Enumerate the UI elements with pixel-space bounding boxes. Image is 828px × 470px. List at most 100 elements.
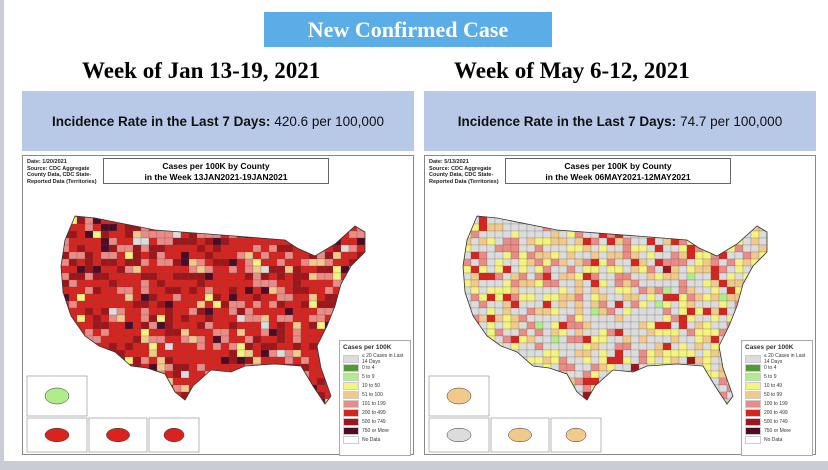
county: [695, 406, 703, 413]
week-heading: Week of May 6-12, 2021: [454, 58, 690, 83]
legend-swatch: [745, 363, 761, 372]
county: [236, 216, 246, 225]
county: [694, 237, 704, 246]
county: [542, 244, 552, 253]
county: [478, 349, 488, 358]
county: [702, 216, 712, 218]
county: [172, 370, 182, 379]
county: [276, 307, 286, 316]
county: [535, 406, 543, 413]
county: [518, 307, 528, 316]
county: [308, 321, 318, 330]
county: [710, 286, 720, 295]
county: [710, 370, 720, 379]
county: [205, 196, 213, 203]
county: [221, 406, 229, 413]
county: [324, 293, 334, 302]
county: [124, 328, 134, 337]
county: [598, 230, 608, 239]
county: [470, 279, 480, 288]
county: [164, 307, 174, 316]
county: [156, 265, 166, 274]
county: [558, 377, 568, 386]
county: [622, 314, 632, 323]
county: [196, 293, 206, 302]
county: [662, 342, 672, 351]
inset-guam: [428, 375, 490, 417]
county: [364, 293, 365, 302]
county: [188, 265, 198, 274]
county: [758, 279, 767, 288]
county: [284, 370, 294, 379]
county: [261, 196, 269, 203]
county: [510, 216, 520, 225]
county: [510, 258, 520, 267]
county: [196, 216, 206, 218]
county: [260, 335, 270, 344]
legend-label: 101 to 199: [362, 400, 386, 407]
county: [518, 328, 528, 337]
county: [188, 342, 198, 351]
county: [109, 196, 117, 203]
county: [463, 342, 472, 351]
county: [590, 244, 600, 253]
county: [148, 398, 158, 404]
county: [766, 307, 767, 316]
county: [686, 216, 696, 225]
county: [534, 237, 544, 246]
county: [654, 377, 664, 386]
county: [92, 398, 102, 404]
county: [132, 307, 142, 316]
county: [277, 203, 285, 210]
legend-swatch: [745, 435, 761, 444]
county: [510, 300, 520, 309]
county: [252, 279, 262, 288]
county: [284, 398, 294, 404]
county: [486, 370, 496, 379]
county: [61, 244, 70, 253]
county: [244, 286, 254, 295]
county: [100, 300, 110, 309]
county: [750, 258, 760, 267]
county: [61, 216, 70, 218]
county: [526, 237, 536, 246]
county: [284, 377, 294, 386]
county: [519, 413, 527, 420]
county: [252, 391, 262, 400]
county: [702, 384, 712, 393]
legend-label: 50 to 99: [764, 391, 783, 398]
county: [566, 286, 576, 295]
county: [591, 203, 599, 210]
county: [148, 244, 158, 253]
county: [132, 279, 142, 288]
county: [639, 406, 647, 413]
county: [356, 314, 365, 323]
county: [212, 377, 222, 386]
county: [316, 272, 326, 281]
county: [559, 413, 567, 420]
county: [92, 216, 102, 218]
county: [228, 335, 238, 344]
county: [84, 391, 94, 400]
county: [188, 314, 198, 323]
county: [76, 237, 86, 246]
county: [486, 251, 496, 260]
county: [742, 286, 752, 295]
county: [140, 244, 150, 253]
county: [670, 251, 680, 260]
county: [518, 216, 528, 218]
legend-item: 5 to 9: [745, 372, 809, 381]
county: [622, 286, 632, 295]
county: [77, 406, 85, 413]
county: [300, 377, 310, 386]
county: [196, 244, 206, 253]
county: [582, 272, 592, 281]
county: [470, 370, 480, 379]
county: [574, 223, 584, 232]
county: [252, 258, 262, 267]
county: [614, 251, 624, 260]
county: [686, 230, 696, 239]
county: [196, 279, 206, 288]
county: [670, 328, 680, 337]
county: [292, 265, 302, 274]
